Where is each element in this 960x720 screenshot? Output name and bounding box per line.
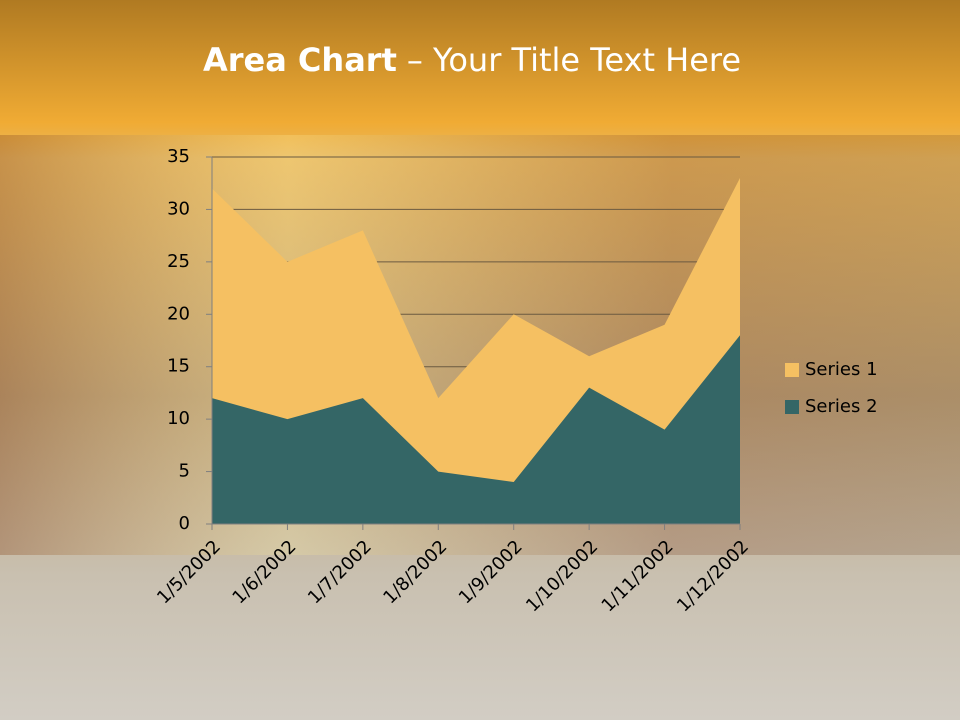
- legend-swatch: [785, 400, 799, 414]
- y-tick-label: 35: [167, 146, 190, 167]
- legend-label: Series 2: [805, 396, 878, 417]
- y-tick-label: 5: [179, 461, 190, 482]
- title-bold: Area Chart: [203, 41, 397, 79]
- y-tick-label: 10: [167, 408, 190, 429]
- y-tick-label: 15: [167, 356, 190, 377]
- y-tick-label: 20: [167, 303, 190, 324]
- legend-swatch: [785, 363, 799, 377]
- y-tick-label: 0: [179, 513, 190, 534]
- y-tick-label: 30: [167, 198, 190, 219]
- title-rest: – Your Title Text Here: [407, 41, 741, 79]
- area: [212, 335, 740, 524]
- legend-label: Series 1: [805, 359, 878, 380]
- chart-title: Area Chart – Your Title Text Here: [203, 41, 741, 79]
- y-tick-label: 25: [167, 251, 190, 272]
